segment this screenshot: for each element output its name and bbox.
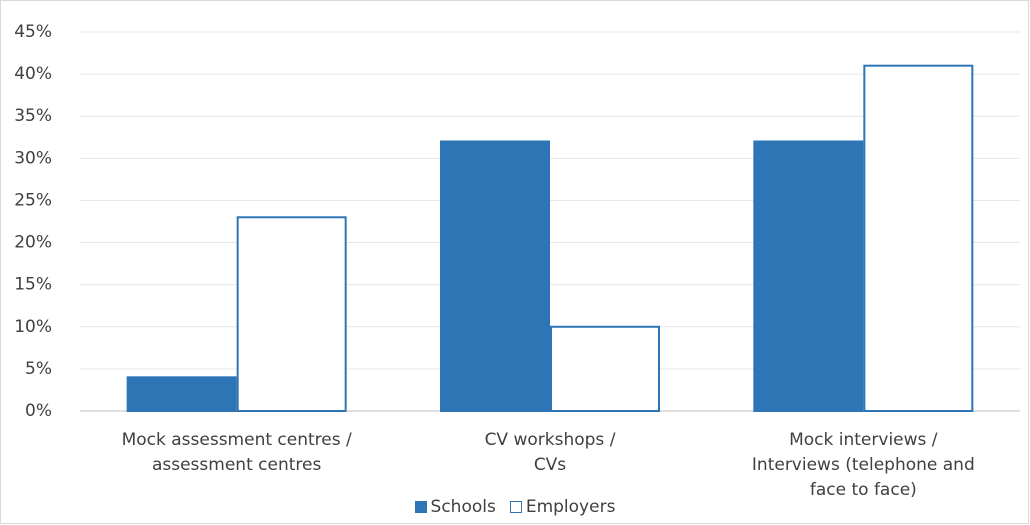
x-tick-label: CV workshops / CVs xyxy=(484,430,616,475)
bar xyxy=(753,140,864,412)
legend-label: Schools xyxy=(430,497,496,517)
x-tick-label: Mock assessment centres / assessment cen… xyxy=(121,430,352,475)
bar xyxy=(126,376,237,412)
y-tick-label: 5% xyxy=(25,359,52,379)
legend-label: Employers xyxy=(525,497,616,517)
bar xyxy=(863,64,974,412)
y-tick-label: 0% xyxy=(25,401,52,421)
legend: Schools Employers xyxy=(0,497,1030,517)
y-tick-label: 30% xyxy=(14,148,52,168)
bar xyxy=(236,216,347,412)
bar xyxy=(440,140,550,412)
legend-item: Employers xyxy=(509,497,616,517)
y-tick-label: 40% xyxy=(14,64,52,84)
legend-item: Schools xyxy=(414,497,496,517)
legend-swatch xyxy=(414,501,427,513)
y-tick-label: 15% xyxy=(14,275,52,295)
y-tick-label: 10% xyxy=(14,317,52,337)
bar xyxy=(550,325,660,412)
legend-swatch xyxy=(509,501,522,513)
y-tick-label: 20% xyxy=(14,233,52,253)
y-tick-label: 45% xyxy=(14,22,52,42)
y-tick-label: 35% xyxy=(14,106,52,126)
x-tick-label: Mock interviews / Interviews (telephone … xyxy=(751,430,975,500)
y-tick-label: 25% xyxy=(14,190,52,210)
